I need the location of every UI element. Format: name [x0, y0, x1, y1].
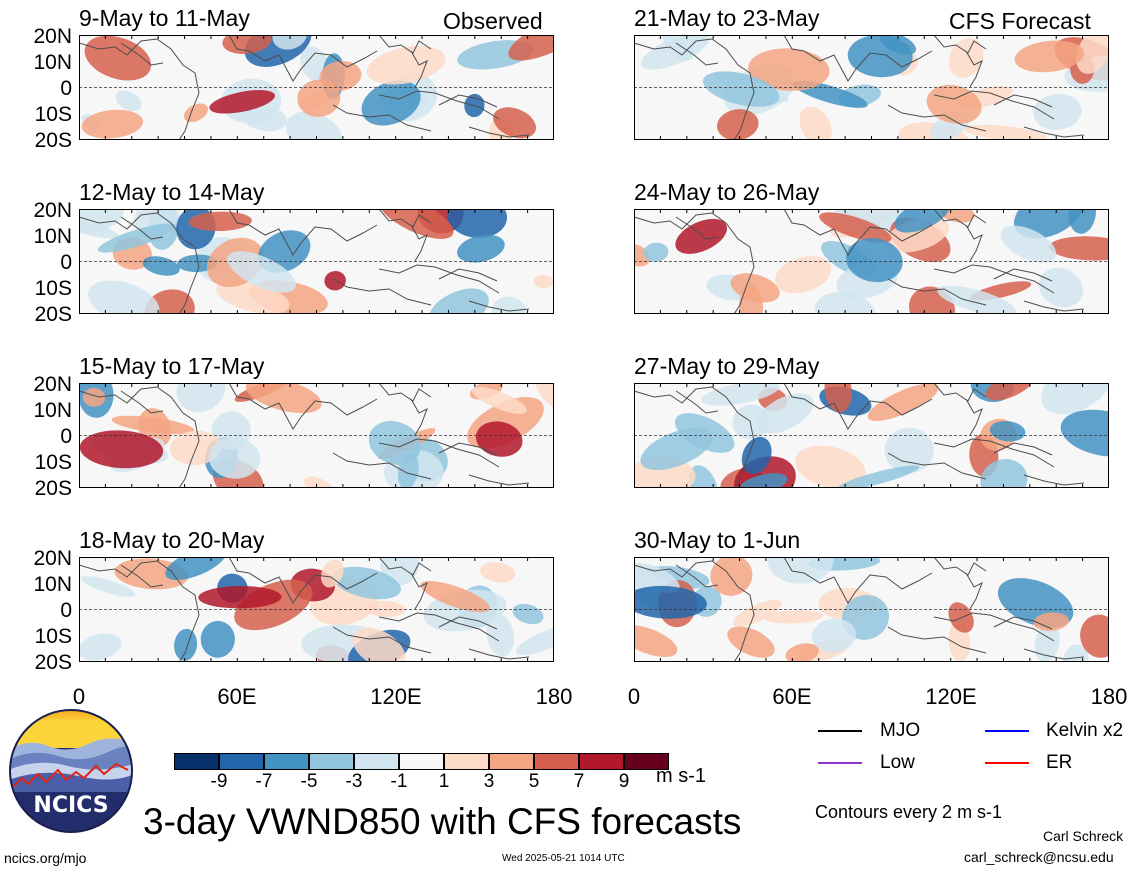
lat-label: 10S [34, 625, 72, 648]
colorbar-label: -1 [390, 771, 408, 792]
lat-label: 20N [33, 25, 72, 48]
colorbar-label: -9 [210, 771, 228, 792]
contours-note: Contours every 2 m s-1 [815, 802, 1003, 822]
panel-5-title: 21-May to 23-May [634, 5, 820, 31]
colorbar-swatch [174, 753, 219, 770]
colorbar-label: 7 [573, 771, 585, 792]
site-url[interactable]: ncics.org/mjo [4, 850, 87, 866]
colorbar-label: 3 [483, 771, 495, 792]
panel-6-title: 24-May to 26-May [634, 179, 820, 205]
colorbar-swatch [489, 753, 534, 770]
lat-label: 0 [60, 425, 72, 448]
lat-label: 10N [33, 399, 72, 422]
lat-label: 10S [34, 103, 72, 126]
legend-er-line [985, 762, 1029, 764]
lon-label: 60E [772, 684, 812, 709]
colorbar-label: 5 [528, 771, 540, 792]
lon-label: 180 [535, 684, 573, 709]
colorbar-label: 1 [438, 771, 450, 792]
colorbar-swatch [399, 753, 444, 770]
lon-label: 60E [217, 684, 257, 709]
legend-low-line [818, 762, 862, 764]
colorbar-units: m s-1 [656, 765, 706, 787]
legend-low-label: Low [880, 752, 915, 773]
lat-label: 20N [33, 547, 72, 570]
map-panel [634, 557, 1109, 662]
lon-label: 120E [925, 684, 977, 709]
lon-label: 120E [370, 684, 422, 709]
lat-label: 10N [33, 225, 72, 248]
colorbar-label: -5 [300, 771, 318, 792]
ncics-logo: NCICS [8, 708, 134, 834]
colorbar-swatch [624, 753, 669, 770]
author-name: Carl Schreck [1043, 828, 1124, 844]
lat-label: 20N [33, 373, 72, 396]
lat-label: 10N [33, 51, 72, 74]
observed-tag: Observed [443, 8, 543, 34]
panel-1-title: 9-May to 11-May [79, 5, 250, 31]
colorbar-swatch [579, 753, 624, 770]
map-panel [79, 557, 554, 662]
colorbar-label: 9 [618, 771, 630, 792]
logo-text: NCICS [33, 793, 108, 818]
legend-kelvin-line [985, 730, 1029, 732]
colorbar-swatch [309, 753, 354, 770]
legend-mjo-line [818, 730, 862, 732]
colorbar-swatch [534, 753, 579, 770]
map-panel [79, 383, 554, 488]
map-panel [79, 35, 554, 140]
legend-mjo-label: MJO [880, 720, 921, 741]
lon-label: 0 [627, 684, 641, 709]
colorbar-label: -3 [345, 771, 363, 792]
lat-label: 0 [60, 599, 72, 622]
lon-label: 0 [72, 684, 86, 709]
panel-2-title: 12-May to 14-May [79, 179, 265, 205]
panel-7-title: 27-May to 29-May [634, 353, 820, 379]
lat-label: 20N [33, 199, 72, 222]
panel-4-title: 18-May to 20-May [79, 527, 265, 553]
lat-label: 20S [34, 477, 72, 500]
colorbar-swatch [444, 753, 489, 770]
legend-er-label: ER [1046, 752, 1073, 773]
panel-3-title: 15-May to 17-May [79, 353, 265, 379]
colorbar-swatch [354, 753, 399, 770]
lat-label: 20S [34, 129, 72, 152]
map-panel [634, 209, 1109, 314]
lat-label: 20S [34, 651, 72, 674]
map-panel [634, 383, 1109, 488]
cfs-forecast-tag: CFS Forecast [949, 8, 1091, 34]
colorbar-label: -7 [255, 771, 273, 792]
colorbar-swatch [264, 753, 309, 770]
map-panel [634, 35, 1109, 140]
lat-label: 10S [34, 451, 72, 474]
map-panel [79, 209, 554, 314]
lon-label: 180 [1090, 684, 1128, 709]
timestamp: Wed 2025-05-21 1014 UTC [502, 853, 625, 864]
lat-label: 0 [60, 251, 72, 274]
author-email[interactable]: carl_schreck@ncsu.edu [964, 849, 1114, 865]
main-title: 3-day VWND850 with CFS forecasts [143, 801, 742, 842]
legend-kelvin-label: Kelvin x2 [1046, 720, 1124, 741]
lat-label: 10S [34, 277, 72, 300]
lat-label: 0 [60, 77, 72, 100]
lat-label: 10N [33, 573, 72, 596]
colorbar-swatch [219, 753, 264, 770]
lat-label: 20S [34, 303, 72, 326]
panel-8-title: 30-May to 1-Jun [634, 527, 801, 553]
